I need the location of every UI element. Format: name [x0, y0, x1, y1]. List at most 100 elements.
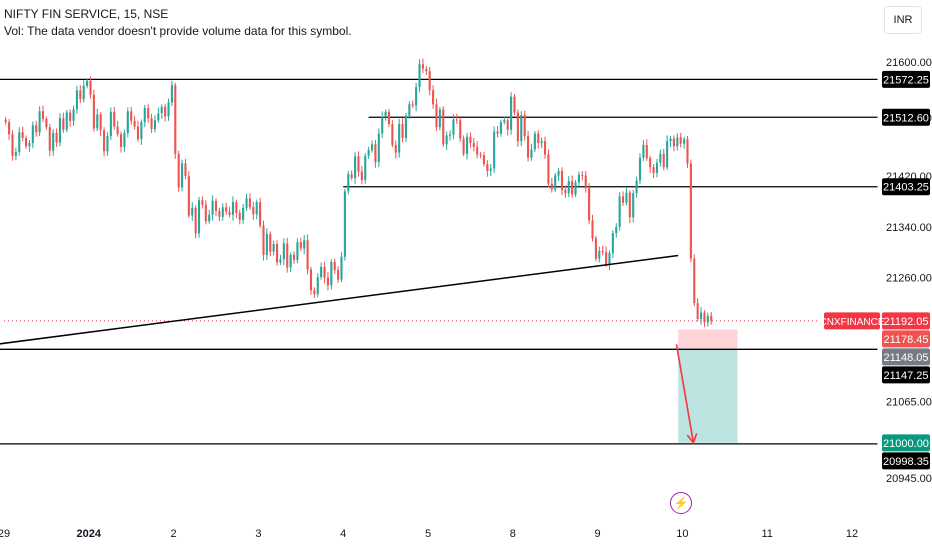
candle-body-17: [62, 118, 65, 130]
candle-body-150: [513, 96, 516, 113]
candle-body-193: [659, 153, 662, 163]
candle-body-149: [510, 96, 513, 130]
x-tick-label: 4: [340, 528, 346, 540]
candle-body-167: [571, 181, 574, 195]
price-tag-label: 21572.25: [883, 74, 929, 86]
candle-body-29: [103, 130, 106, 152]
candle-body-151: [516, 112, 519, 142]
candle-body-33: [116, 126, 119, 135]
y-tick-label: 21065.00: [886, 397, 932, 409]
candle-body-196: [669, 138, 672, 142]
trendline: [0, 254, 679, 345]
candle-body-72: [248, 198, 251, 208]
candle-body-142: [486, 164, 489, 171]
candle-body-205: [700, 312, 703, 319]
y-tick-label: 21340.00: [886, 222, 932, 234]
candle-body-53: [184, 163, 187, 177]
candle-body-13: [48, 127, 51, 151]
candle-body-204: [696, 303, 699, 319]
candle-body-135: [462, 138, 465, 154]
y-tick-label: 20945.00: [886, 473, 932, 485]
candle-body-101: [347, 174, 350, 192]
lightning-icon[interactable]: ⚡: [670, 492, 692, 514]
time-axis[interactable]: 29 2024 2 3 4 5 8 9 10 11 12: [0, 528, 858, 540]
candle-body-137: [469, 136, 472, 144]
candle-body-154: [527, 136, 530, 158]
candle-body-166: [567, 181, 570, 194]
candle-body-127: [435, 104, 438, 128]
candle-body-140: [479, 154, 482, 156]
candle-body-157: [537, 133, 540, 144]
price-tag-bg: [882, 366, 930, 384]
arrow-head: [686, 433, 698, 445]
candle-body-188: [642, 144, 645, 158]
candle-body-194: [662, 153, 665, 168]
x-tick-label: 10: [676, 528, 688, 540]
candle-body-58: [201, 200, 204, 205]
candle-body-56: [194, 207, 197, 234]
candle-body-109: [374, 144, 377, 163]
candle-body-45: [157, 113, 160, 121]
candle-body-19: [69, 112, 72, 121]
candle-body-179: [611, 233, 614, 253]
candle-body-57: [197, 200, 201, 234]
price-tag-label: 20998.35: [883, 456, 929, 468]
candle-body-122: [418, 64, 421, 88]
candle-body-91: [313, 290, 316, 295]
candle-body-184: [628, 192, 631, 218]
candle-body-24: [86, 80, 89, 86]
x-tick-label: 2024: [77, 528, 102, 540]
candles: [4, 58, 713, 328]
candle-body-41: [143, 108, 146, 123]
candle-body-61: [211, 200, 214, 215]
candle-body-153: [523, 115, 526, 137]
candle-body-30: [106, 136, 109, 152]
candle-body-99: [340, 256, 343, 280]
price-tag-label: 21192.05: [883, 316, 928, 328]
currency-button[interactable]: INR: [884, 6, 922, 34]
price-tag-bg: [882, 312, 930, 330]
candle-body-168: [574, 182, 577, 195]
x-tick-label: 11: [761, 528, 772, 540]
candle-body-203: [693, 258, 696, 304]
candle-body-50: [174, 85, 177, 154]
candle-body-182: [621, 196, 625, 203]
candle-body-78: [269, 233, 272, 252]
candle-body-70: [242, 207, 245, 220]
candle-body-82: [282, 243, 285, 260]
symbol-title[interactable]: NIFTY FIN SERVICE, 15, NSE: [4, 7, 169, 21]
candle-body-208: [710, 315, 713, 321]
price-tag-label: 21178.45: [883, 334, 928, 346]
candle-body-20: [72, 109, 75, 121]
candle-body-189: [645, 144, 648, 159]
candle-body-171: [584, 175, 587, 189]
candle-body-28: [99, 114, 102, 131]
candle-body-7: [28, 143, 31, 147]
candle-body-87: [299, 242, 302, 249]
candle-body-68: [235, 202, 238, 213]
candle-body-32: [113, 111, 116, 127]
candle-body-185: [632, 193, 635, 218]
symbol-badge-label: CNXFINANCE: [819, 317, 884, 328]
candle-body-85: [292, 254, 296, 260]
candle-body-190: [649, 158, 652, 168]
candle-body-96: [330, 261, 333, 286]
candle-body-46: [160, 106, 163, 114]
candle-body-26: [92, 94, 95, 129]
candle-body-159: [543, 141, 547, 155]
candle-body-80: [276, 244, 279, 263]
candle-body-178: [608, 252, 611, 265]
candle-body-192: [655, 162, 659, 173]
candle-body-75: [259, 202, 262, 226]
candle-body-74: [255, 202, 258, 215]
candle-body-76: [262, 225, 265, 255]
candle-body-86: [296, 242, 299, 260]
stop-loss-zone: [678, 329, 738, 349]
candle-body-112: [384, 111, 387, 118]
price-tag-bg: [882, 452, 930, 470]
candle-body-206: [703, 312, 706, 323]
candle-body-103: [354, 156, 357, 178]
symbol-badge-bg: [824, 312, 880, 330]
